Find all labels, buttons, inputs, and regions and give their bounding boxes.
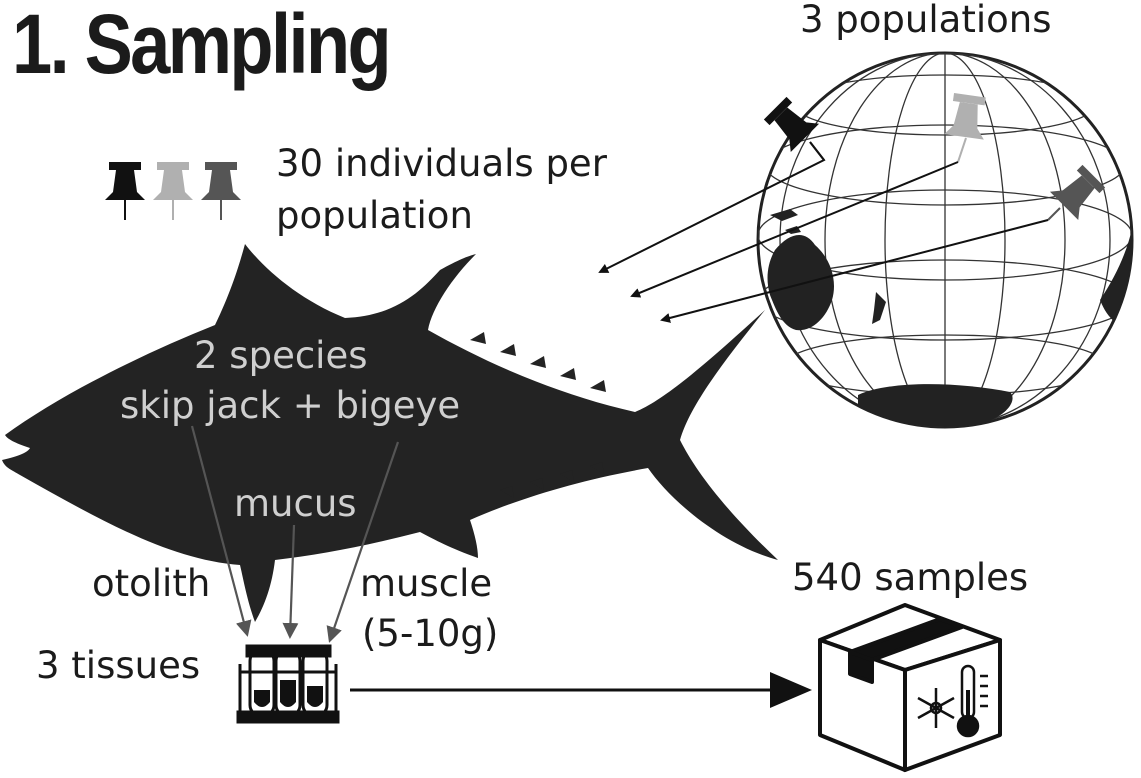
thermometer-icon [956,664,988,738]
push-pin-icon [153,162,193,220]
tissues-label: 3 tissues [36,644,201,687]
snowflake-icon [917,688,955,728]
tissue-otolith-label: otolith [92,562,211,605]
globe-pin-lightgrey [944,93,986,163]
individuals-label-line1: 30 individuals per [276,142,607,185]
push-pin-icon [105,162,145,220]
test-tube-rack-icon [236,644,340,724]
species-label-line2: skip jack + bigeye [120,384,461,427]
populations-label: 3 populations [800,0,1052,41]
tissue-mucus-label: mucus [234,482,357,525]
shipment-arrow [350,672,812,708]
tuna-fish-icon [2,244,778,622]
push-pin-icon [201,162,241,220]
tissue-arrows [190,425,400,643]
page-title: 1. Sampling [12,0,392,91]
globe-pin-darkgrey [1047,164,1106,221]
species-label-line1: 2 species [194,334,368,377]
pin-legend [105,162,241,220]
population-arrows [598,141,1049,323]
tissue-muscle-label-line2: (5-10g) [362,612,499,655]
tissue-muscle-label-line1: muscle [360,562,493,605]
globe-icon [756,51,1134,429]
samples-label: 540 samples [792,556,1029,599]
cold-storage-box-icon [818,603,1002,772]
individuals-label-line2: population [276,194,473,237]
